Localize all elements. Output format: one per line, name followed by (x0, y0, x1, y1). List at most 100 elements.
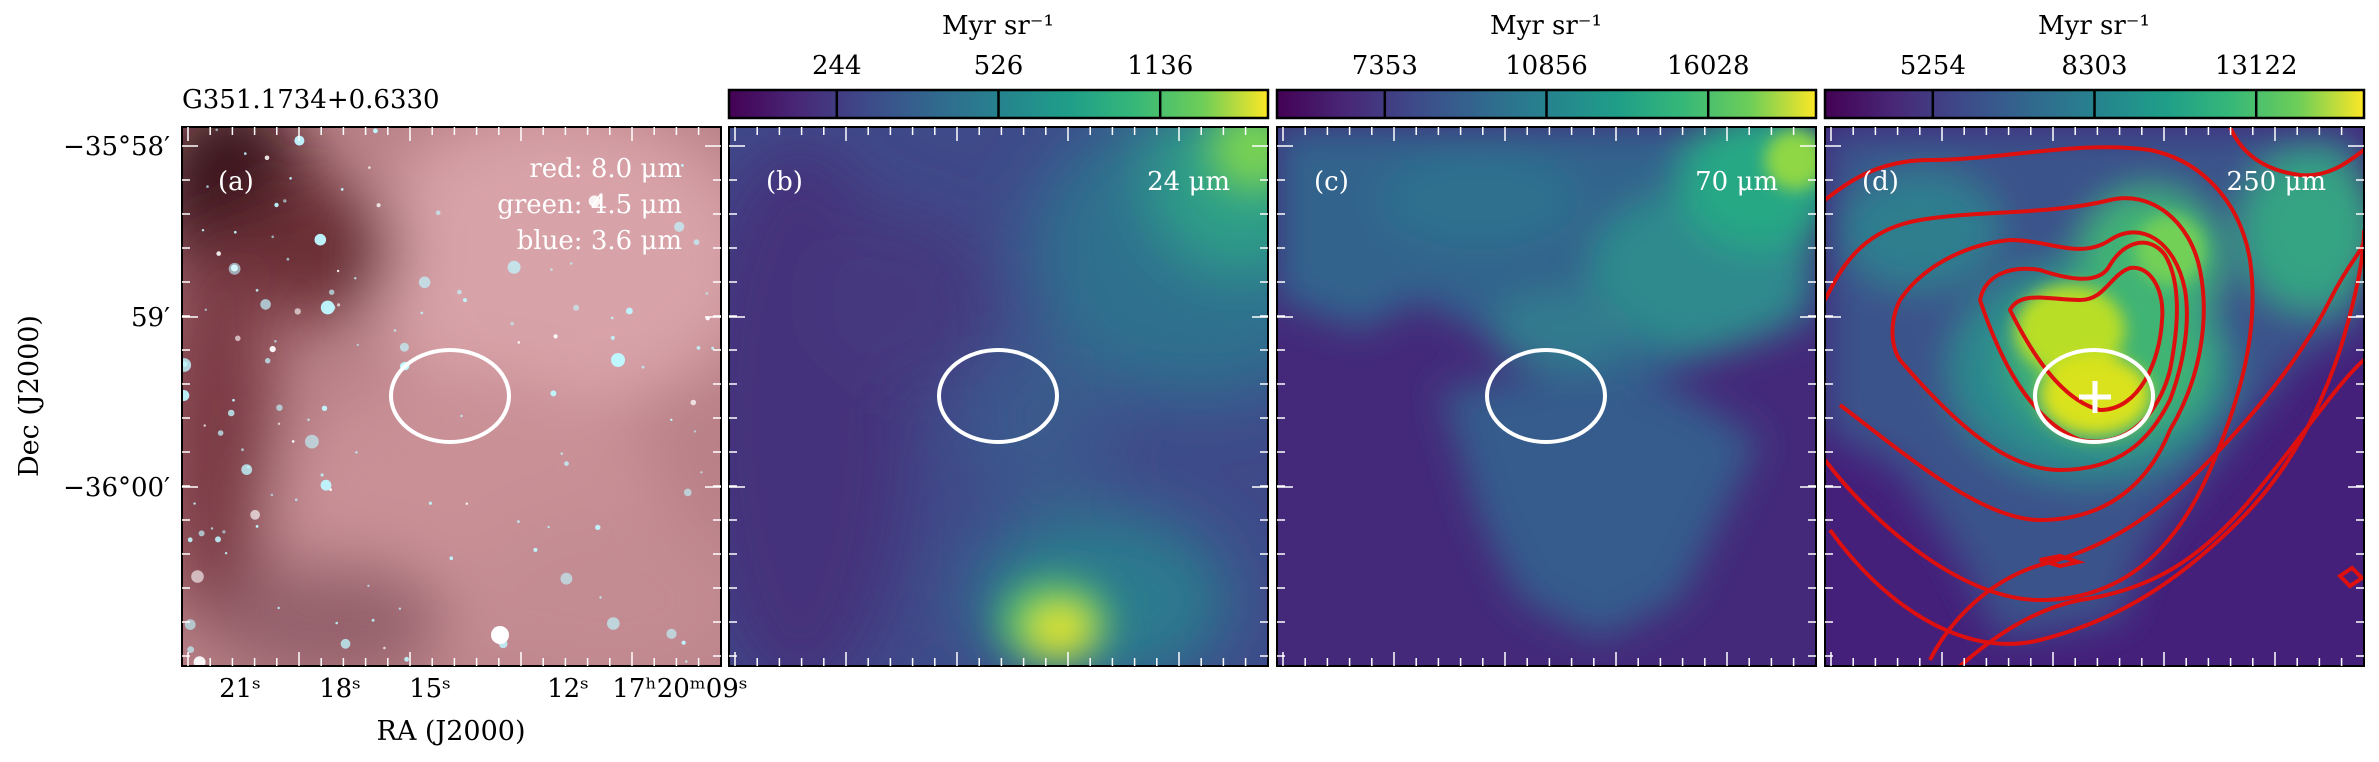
panel-c-wavelength: 70 μm (1695, 167, 1778, 197)
star (215, 128, 218, 132)
panel-a-label: (a) (218, 167, 254, 197)
y-tick-label: −35°58′ (63, 132, 170, 162)
star (547, 525, 550, 529)
x-tick-label: 12ˢ (547, 674, 589, 704)
star (404, 656, 409, 662)
star (255, 525, 259, 528)
star (398, 607, 402, 610)
colorbar-tick-label: 526 (974, 51, 1024, 81)
star (234, 230, 237, 234)
axis-ticks (182, 127, 2364, 666)
star (368, 166, 371, 169)
star (270, 493, 274, 497)
panel-a-legend-red: red: 8.0 μm (529, 154, 682, 184)
colorbar-tick-label: 13122 (2215, 51, 2298, 81)
star (383, 646, 386, 650)
star (289, 177, 292, 180)
x-tick-label: 21ˢ (219, 674, 261, 704)
panel-c-label: (c) (1314, 167, 1349, 197)
star (235, 335, 241, 342)
star (271, 235, 275, 239)
y-axis-label: Dec (J2000) (14, 315, 45, 477)
star (610, 316, 614, 320)
star (201, 229, 205, 232)
star (184, 619, 196, 630)
star (307, 418, 310, 422)
star (216, 251, 221, 256)
star (700, 471, 703, 474)
star (321, 405, 328, 411)
star (449, 556, 454, 560)
star (641, 365, 645, 369)
star (560, 572, 573, 585)
x-axis-label: RA (J2000) (376, 716, 525, 747)
star (460, 414, 463, 418)
star (191, 570, 204, 583)
star (305, 434, 319, 449)
star (564, 461, 569, 466)
star (193, 656, 206, 666)
star (711, 346, 714, 350)
star (294, 498, 298, 502)
x-tick-label: 17ʰ20ᵐ09ˢ (612, 674, 747, 704)
panel-d-label: (d) (1862, 167, 1899, 197)
star (277, 422, 281, 425)
star (264, 155, 270, 161)
star (611, 353, 625, 367)
x-tick-labels: 21ˢ 18ˢ 15ˢ 12ˢ 17ʰ20ᵐ09ˢ (219, 674, 748, 704)
star (553, 334, 558, 339)
star (277, 606, 280, 610)
star (463, 298, 467, 303)
star (367, 584, 370, 587)
star (210, 527, 214, 530)
star (684, 488, 692, 497)
y-tick-labels: −35°58′ 59′ −36°00′ (63, 132, 170, 503)
star (674, 221, 685, 232)
panel-a-legend-blue: blue: 3.6 μm (517, 226, 682, 256)
panel-b (729, 127, 1268, 666)
star (420, 311, 424, 315)
star (187, 537, 193, 543)
star (517, 520, 520, 523)
star (595, 524, 601, 531)
star (705, 292, 709, 295)
x-tick-label: 15ˢ (409, 674, 451, 704)
star (241, 464, 253, 475)
star (465, 502, 468, 505)
star (607, 617, 620, 630)
star (373, 128, 378, 134)
star (187, 646, 195, 653)
panel-b-wavelength: 24 μm (1147, 167, 1230, 197)
star (457, 289, 462, 295)
star (399, 342, 409, 352)
colorbar-tick-label: 16028 (1667, 51, 1750, 81)
star (550, 268, 553, 271)
star (291, 440, 295, 443)
star (670, 418, 673, 421)
star (329, 289, 335, 295)
colorbar-tick-label: 10856 (1505, 51, 1588, 81)
star (228, 262, 241, 275)
star (330, 304, 336, 311)
colorbar-c-unit: Myr sr⁻¹ (1490, 11, 1602, 41)
star (260, 299, 271, 310)
colorbar-tick-label: 1136 (1127, 51, 1193, 81)
star (193, 502, 196, 505)
star (356, 343, 359, 347)
star (428, 501, 432, 505)
star (533, 547, 538, 552)
star (626, 307, 633, 315)
star (320, 473, 324, 477)
star (599, 596, 602, 599)
colorbar-tick-label: 7353 (1352, 51, 1418, 81)
star (265, 358, 271, 364)
star (241, 448, 244, 452)
panel-c-aperture (1485, 348, 1607, 444)
star (371, 618, 375, 622)
star (570, 262, 573, 265)
star (435, 210, 441, 216)
star (320, 479, 332, 491)
star (250, 509, 260, 520)
star (269, 346, 276, 353)
